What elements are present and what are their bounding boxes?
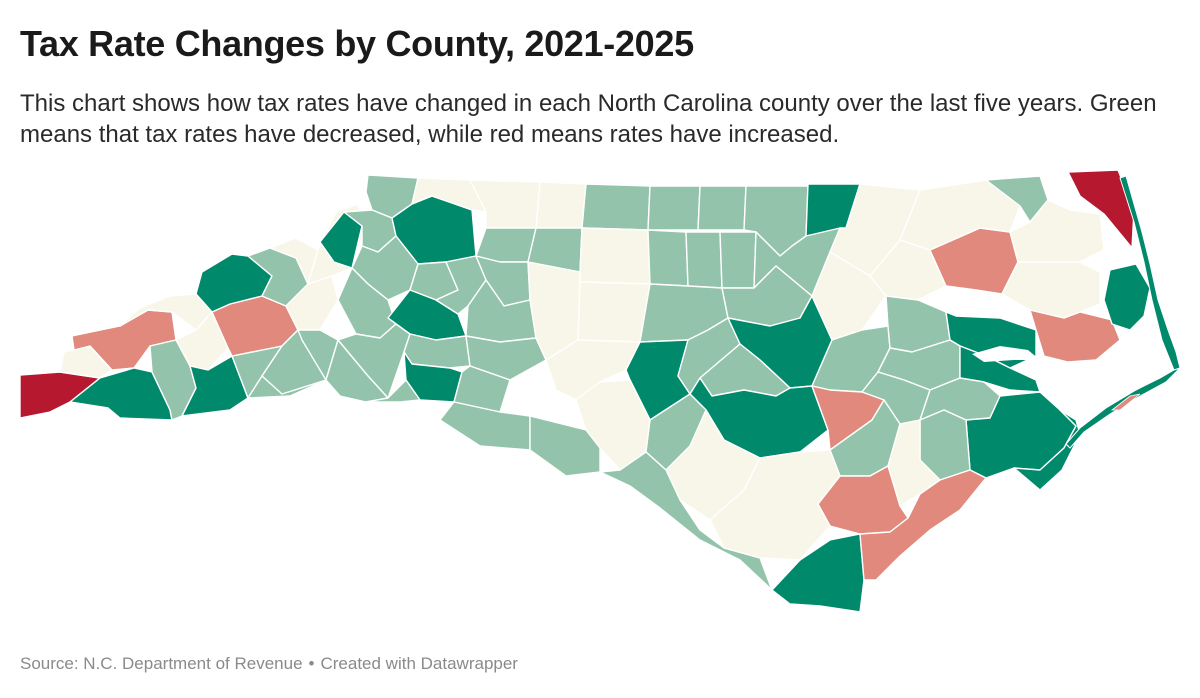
north-carolina-county-map (19, 169, 1181, 613)
inland-sound (972, 346, 1040, 362)
county[interactable] (647, 185, 701, 231)
county[interactable] (319, 211, 363, 269)
chart-subtitle: This chart shows how tax rates have chan… (20, 90, 1157, 148)
county[interactable] (181, 355, 249, 417)
county[interactable] (365, 379, 421, 403)
county[interactable] (899, 179, 1021, 251)
county[interactable] (1013, 409, 1081, 491)
outer-banks-north (1119, 175, 1181, 371)
county[interactable] (697, 185, 747, 231)
county[interactable] (579, 227, 651, 285)
county[interactable] (475, 227, 537, 263)
county[interactable] (1067, 169, 1135, 249)
credit-link[interactable]: Created with Datawrapper (320, 654, 518, 673)
county[interactable] (535, 181, 587, 229)
chart-footer: Source: N.C. Department of Revenue • Creat… (20, 654, 518, 674)
outer-banks-segment (1110, 393, 1141, 411)
county[interactable] (685, 231, 723, 289)
county[interactable] (581, 183, 651, 231)
county[interactable] (719, 231, 757, 289)
county[interactable] (859, 469, 987, 581)
footer-separator: • (308, 654, 315, 673)
source-note: Source: N.C. Department of Revenue (20, 654, 303, 673)
county[interactable] (1029, 309, 1121, 363)
chart-title: Tax Rate Changes by County, 2021-2025 (20, 23, 694, 64)
county[interactable] (439, 401, 531, 451)
county[interactable] (577, 281, 651, 343)
county[interactable] (453, 365, 511, 413)
county[interactable] (709, 449, 841, 561)
county[interactable] (1001, 261, 1101, 319)
map-container (0, 165, 1200, 625)
outer-banks-south (1065, 367, 1181, 449)
county[interactable] (1103, 263, 1151, 331)
county[interactable] (545, 339, 641, 401)
county[interactable] (647, 229, 689, 287)
